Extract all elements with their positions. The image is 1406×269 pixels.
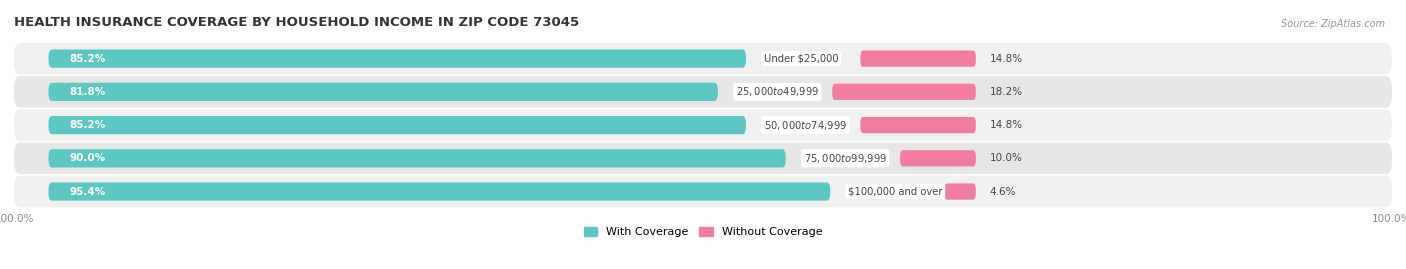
Text: 18.2%: 18.2% [990,87,1022,97]
FancyBboxPatch shape [832,84,976,100]
Text: Source: ZipAtlas.com: Source: ZipAtlas.com [1281,19,1385,29]
FancyBboxPatch shape [14,109,1392,141]
FancyBboxPatch shape [14,143,1392,174]
Text: $25,000 to $49,999: $25,000 to $49,999 [735,85,820,98]
Text: 95.4%: 95.4% [69,186,105,197]
Text: 10.0%: 10.0% [990,153,1022,163]
FancyBboxPatch shape [860,51,976,67]
Text: $100,000 and over: $100,000 and over [848,186,943,197]
FancyBboxPatch shape [48,182,831,201]
Text: $50,000 to $74,999: $50,000 to $74,999 [763,119,848,132]
FancyBboxPatch shape [14,43,1392,75]
Text: Under $25,000: Under $25,000 [763,54,838,64]
Text: 14.8%: 14.8% [990,54,1022,64]
FancyBboxPatch shape [14,76,1392,108]
Text: 14.8%: 14.8% [990,120,1022,130]
Text: 85.2%: 85.2% [69,54,105,64]
Text: 90.0%: 90.0% [69,153,105,163]
Text: 81.8%: 81.8% [69,87,105,97]
FancyBboxPatch shape [945,183,976,200]
FancyBboxPatch shape [48,149,786,167]
FancyBboxPatch shape [48,49,747,68]
FancyBboxPatch shape [48,83,718,101]
FancyBboxPatch shape [860,117,976,133]
Text: 4.6%: 4.6% [990,186,1017,197]
Text: 85.2%: 85.2% [69,120,105,130]
FancyBboxPatch shape [14,176,1392,207]
Legend: With Coverage, Without Coverage: With Coverage, Without Coverage [579,222,827,242]
FancyBboxPatch shape [900,150,976,167]
Text: $75,000 to $99,999: $75,000 to $99,999 [804,152,887,165]
FancyBboxPatch shape [48,116,747,134]
Text: HEALTH INSURANCE COVERAGE BY HOUSEHOLD INCOME IN ZIP CODE 73045: HEALTH INSURANCE COVERAGE BY HOUSEHOLD I… [14,16,579,30]
